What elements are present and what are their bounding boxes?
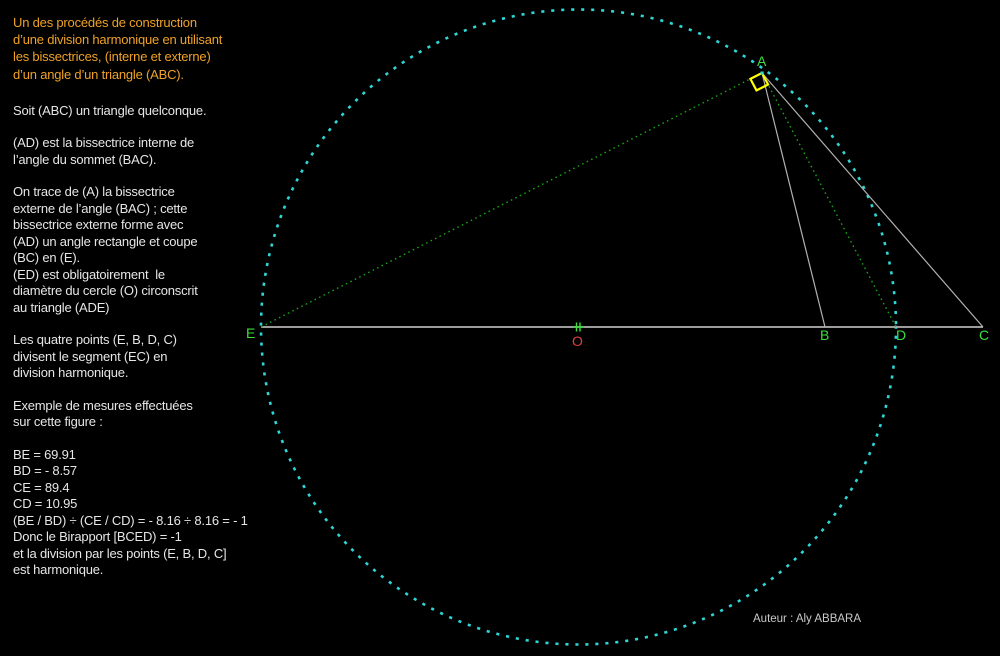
label-point-D: D	[896, 327, 906, 343]
paragraph-bissectrice-interne: (AD) est la bissectrice interne de l’ang…	[13, 135, 195, 167]
label-point-B: B	[820, 327, 829, 343]
explanation-panel: Un des procédés de construction d’une di…	[13, 14, 313, 595]
paragraph-soit: Soit (ABC) un triangle quelconque.	[13, 102, 207, 118]
label-point-E: E	[246, 325, 255, 341]
segment-AC	[761, 72, 984, 328]
center-O-marker	[573, 322, 584, 332]
segment-AB	[761, 72, 826, 328]
internal-bisector-AD	[761, 72, 897, 328]
paragraph-quatre-points: Les quatre points (E, B, D, C) divisent …	[13, 332, 177, 381]
intro-paragraph: Un des procédés de construction d’une di…	[13, 15, 223, 82]
label-center-O: O	[572, 333, 583, 349]
paragraph-trace-externe: On trace de (A) la bissectrice externe d…	[13, 184, 198, 315]
external-bisector-AE	[260, 72, 763, 328]
label-point-C: C	[979, 327, 989, 343]
paragraph-mesures: BE = 69.91 BD = - 8.57 CE = 89.4 CD = 10…	[13, 446, 248, 578]
right-angle-marker	[748, 71, 770, 92]
label-point-A: A	[757, 53, 767, 69]
paragraph-exemple: Exemple de mesures effectuées sur cette …	[13, 397, 193, 430]
point-A-marker	[760, 71, 764, 75]
author-credit: Auteur : Aly ABBARA	[753, 613, 862, 625]
